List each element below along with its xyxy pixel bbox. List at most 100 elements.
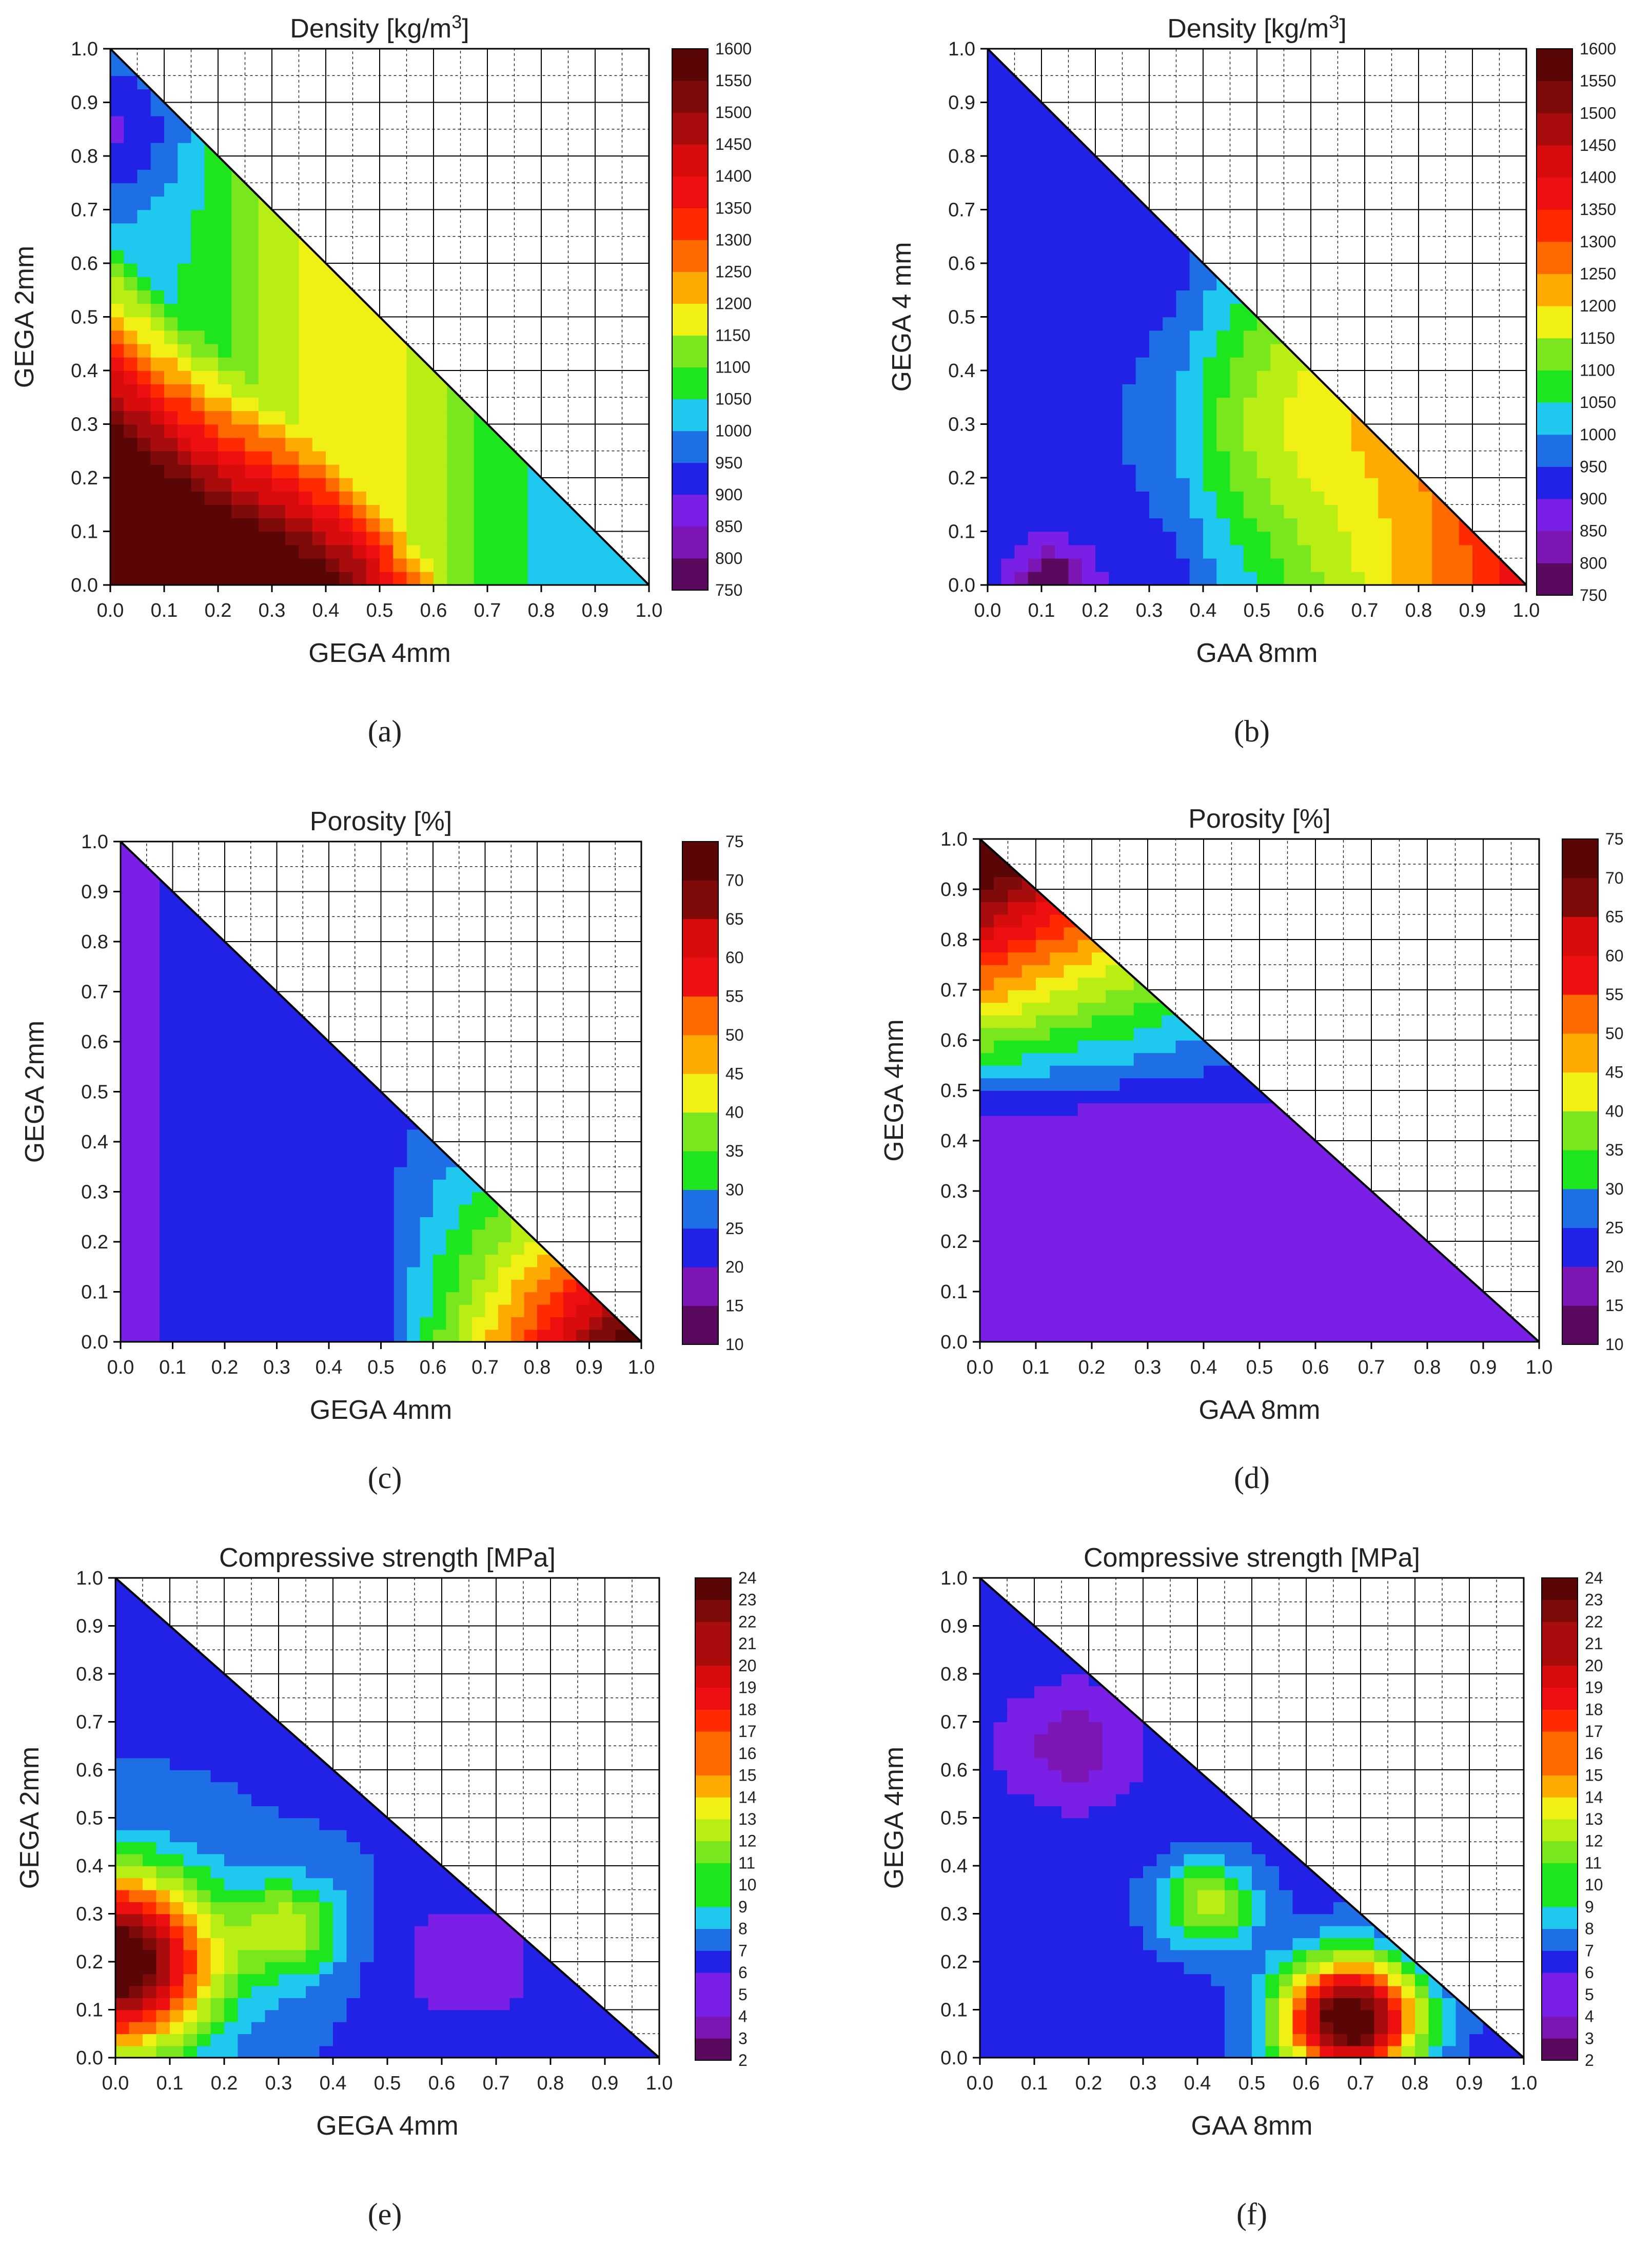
contour-cell xyxy=(442,2021,456,2035)
contour-cell xyxy=(1061,1878,1076,1890)
contour-cell xyxy=(514,518,528,532)
contour-cell xyxy=(1034,1829,1049,1843)
contour-cell xyxy=(993,1853,1008,1866)
contour-cell xyxy=(264,1292,278,1305)
contour-cell xyxy=(459,1304,473,1318)
contour-cell xyxy=(1036,1304,1051,1317)
contour-cell xyxy=(204,156,219,170)
contour-cell xyxy=(124,330,138,344)
contour-cell xyxy=(211,1079,225,1092)
contour-cell xyxy=(1001,397,1015,412)
contour-cell xyxy=(988,343,1002,358)
contour-cell xyxy=(1008,1266,1022,1280)
colorbar-swatch xyxy=(1537,563,1572,596)
contour-cell xyxy=(191,290,205,304)
contour-cell xyxy=(1231,1141,1246,1154)
contour-cell xyxy=(191,370,205,384)
contour-cell xyxy=(1343,1329,1358,1342)
contour-cell xyxy=(285,263,300,277)
contour-cell xyxy=(980,1746,994,1759)
contour-cell xyxy=(185,1204,200,1218)
contour-cell xyxy=(1064,990,1078,1003)
contour-cell xyxy=(498,1266,512,1280)
contour-cell xyxy=(373,1998,388,2010)
contour-cell xyxy=(1021,1015,1036,1028)
contour-cell xyxy=(299,343,313,358)
colorbar-swatch xyxy=(682,919,718,958)
contour-cell xyxy=(988,544,1002,559)
contour-cell xyxy=(329,1242,343,1255)
contour-cell xyxy=(501,558,515,572)
y-tick-label: 0.5 xyxy=(948,307,975,328)
contour-cell xyxy=(265,1746,279,1759)
contour-cell xyxy=(994,1078,1009,1091)
contour-cell xyxy=(393,411,407,425)
contour-cell xyxy=(258,424,272,438)
contour-cell xyxy=(238,1004,251,1018)
contour-cell xyxy=(264,1054,278,1067)
contour-cell xyxy=(578,2045,592,2058)
contour-cell xyxy=(183,1889,198,1902)
contour-cell xyxy=(1357,1317,1372,1330)
contour-cell xyxy=(319,1889,333,1902)
contour-cell xyxy=(1007,1770,1021,1783)
y-tick-label: 0.0 xyxy=(948,575,975,596)
contour-cell xyxy=(485,1329,499,1342)
contour-cell xyxy=(1001,343,1015,358)
contour-cell xyxy=(303,1304,317,1318)
contour-cell xyxy=(1287,1128,1302,1141)
contour-cell xyxy=(238,1938,252,1950)
contour-cell xyxy=(1081,209,1096,224)
contour-cell xyxy=(316,1279,329,1293)
contour-cell xyxy=(1189,1141,1204,1154)
contour-cell xyxy=(1041,424,1056,438)
contour-cell xyxy=(514,491,528,505)
contour-cell xyxy=(434,504,448,519)
contour-cell xyxy=(387,1842,402,1854)
contour-cell xyxy=(191,209,205,224)
contour-cell xyxy=(170,1853,184,1866)
contour-cell xyxy=(245,558,259,572)
contour-cell xyxy=(143,1770,157,1783)
contour-cell xyxy=(238,1329,251,1342)
contour-cell xyxy=(137,531,151,545)
colorbar-swatch xyxy=(1562,955,1598,995)
contour-cell xyxy=(1324,478,1339,492)
contour-cell xyxy=(316,1229,329,1242)
contour-cell xyxy=(199,929,212,942)
contour-cell xyxy=(373,1985,388,1998)
contour-cell xyxy=(133,1179,147,1193)
contour-cell xyxy=(333,2034,347,2046)
contour-cell xyxy=(164,196,179,210)
contour-cell xyxy=(115,1889,130,1902)
contour-cell xyxy=(197,1962,211,1975)
contour-cell xyxy=(1133,1279,1148,1292)
contour-cell xyxy=(164,343,179,358)
contour-cell xyxy=(1231,1317,1246,1330)
contour-cell xyxy=(164,370,179,384)
contour-cell xyxy=(1385,1292,1400,1305)
contour-cell xyxy=(231,263,246,277)
contour-cell xyxy=(265,1949,279,1962)
contour-cell xyxy=(183,1782,198,1794)
contour-cell xyxy=(199,991,212,1005)
contour-cell xyxy=(1034,1913,1049,1926)
contour-cell xyxy=(115,1686,130,1698)
contour-cell xyxy=(178,196,192,210)
contour-cell xyxy=(1216,290,1231,304)
contour-cell xyxy=(191,384,205,398)
contour-cell xyxy=(993,1889,1008,1902)
contour-cell xyxy=(1189,1292,1204,1305)
colorbar-label: 50 xyxy=(1605,1024,1624,1043)
contour-cell xyxy=(1034,1806,1049,1819)
contour-cell xyxy=(1068,290,1083,304)
contour-cell xyxy=(1020,1949,1035,1962)
contour-cell xyxy=(129,1985,143,1998)
contour-cell xyxy=(381,1129,395,1142)
contour-cell xyxy=(316,1079,329,1092)
contour-cell xyxy=(218,277,232,291)
contour-cell xyxy=(218,544,232,559)
contour-cell xyxy=(204,317,219,331)
contour-cell xyxy=(387,1913,402,1926)
contour-cell xyxy=(185,1166,200,1180)
